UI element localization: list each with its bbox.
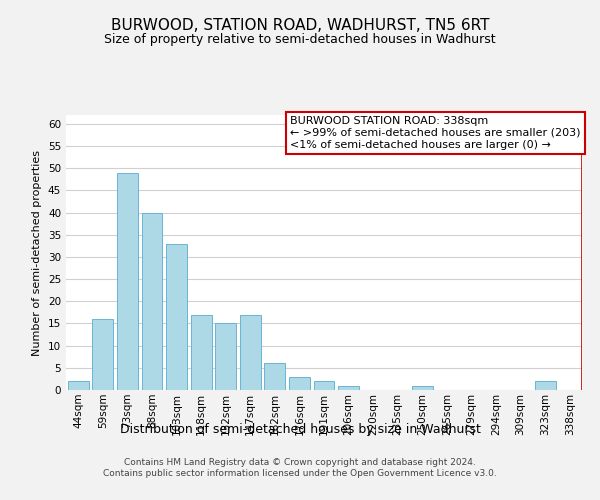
Text: BURWOOD, STATION ROAD, WADHURST, TN5 6RT: BURWOOD, STATION ROAD, WADHURST, TN5 6RT [111, 18, 489, 32]
Text: BURWOOD STATION ROAD: 338sqm
← >99% of semi-detached houses are smaller (203)
<1: BURWOOD STATION ROAD: 338sqm ← >99% of s… [290, 116, 581, 150]
Bar [191, 314, 212, 390]
Bar [117, 172, 138, 390]
Bar [535, 381, 556, 390]
Text: Contains HM Land Registry data © Crown copyright and database right 2024.
Contai: Contains HM Land Registry data © Crown c… [103, 458, 497, 477]
Bar [68, 381, 89, 390]
Bar [265, 364, 286, 390]
Y-axis label: Number of semi-detached properties: Number of semi-detached properties [32, 150, 43, 356]
Text: Size of property relative to semi-detached houses in Wadhurst: Size of property relative to semi-detach… [104, 32, 496, 46]
Bar [215, 324, 236, 390]
Bar [142, 212, 163, 390]
Bar [240, 314, 261, 390]
Bar [289, 376, 310, 390]
Bar [338, 386, 359, 390]
Bar [166, 244, 187, 390]
Bar [412, 386, 433, 390]
Bar [314, 381, 334, 390]
Text: Distribution of semi-detached houses by size in Wadhurst: Distribution of semi-detached houses by … [119, 422, 481, 436]
Bar [92, 319, 113, 390]
